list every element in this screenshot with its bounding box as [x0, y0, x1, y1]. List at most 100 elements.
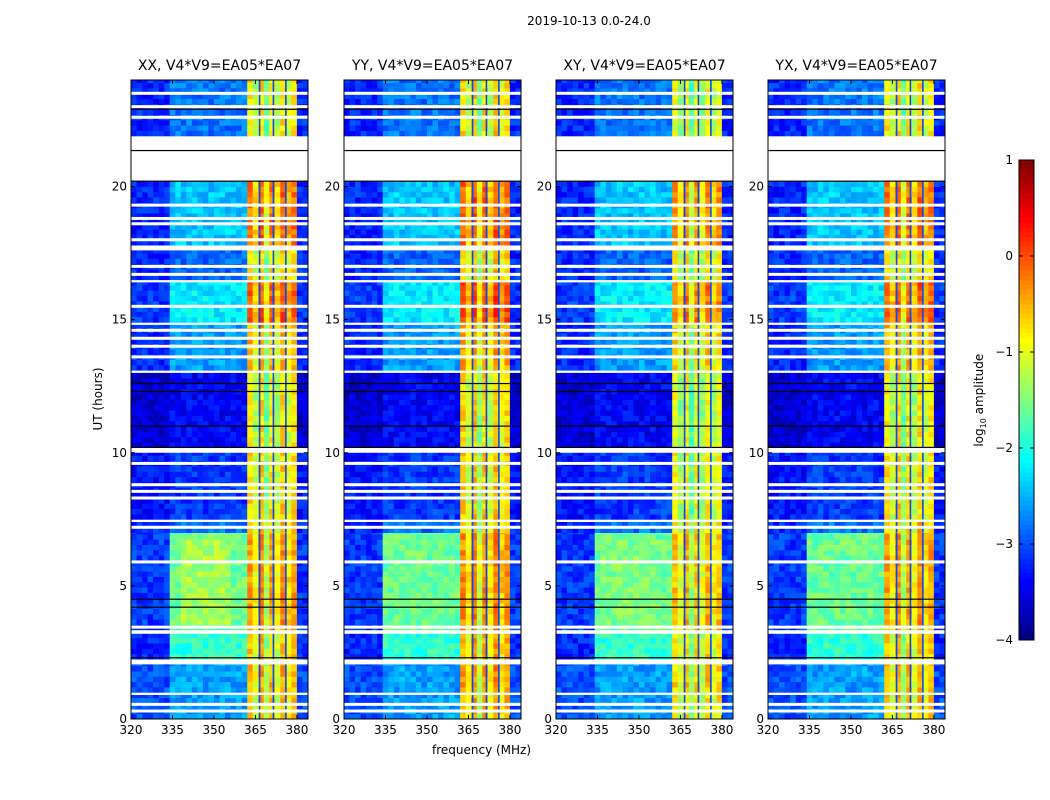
heatmap-cell [242, 349, 248, 355]
heatmap-cell [148, 614, 154, 620]
heatmap-cell [192, 83, 198, 89]
heatmap-cell [231, 514, 237, 520]
heatmap-cell [137, 99, 143, 105]
heatmap-cell [297, 676, 303, 682]
heatmap-cell [264, 676, 270, 682]
heatmap-cell [225, 545, 231, 551]
heatmap-cell [148, 365, 154, 371]
heatmap-cell [170, 466, 176, 472]
heatmap-cell [388, 550, 394, 556]
heatmap-cell [477, 609, 483, 615]
heatmap-cell [291, 666, 297, 672]
heatmap-cell [383, 566, 389, 572]
heatmap-cell [438, 582, 444, 588]
heatmap-cell [220, 555, 226, 561]
heatmap-cell [175, 455, 181, 461]
heatmap-cell [344, 593, 350, 599]
heatmap-cell [449, 593, 455, 599]
heatmap-cell [286, 698, 292, 704]
heatmap-cell [455, 619, 461, 625]
heatmap-cell [297, 582, 303, 588]
heatmap-cell [197, 566, 203, 572]
heatmap-cell [159, 609, 165, 615]
heatmap-cell [242, 671, 248, 677]
heatmap-cell [192, 648, 198, 654]
heatmap-cell [286, 192, 292, 198]
heatmap-cell [142, 349, 148, 355]
heatmap-cell [214, 312, 220, 318]
heatmap-cell [421, 603, 427, 609]
heatmap-cell [466, 503, 472, 509]
heatmap-cell [438, 614, 444, 620]
heatmap-cell [275, 349, 281, 355]
heatmap-cell [214, 432, 220, 438]
heatmap-cell [275, 373, 281, 379]
heatmap-cell [170, 477, 176, 483]
heatmap-cell [153, 666, 159, 672]
heatmap-cell [164, 648, 170, 654]
heatmap-cell [291, 682, 297, 688]
dark-channel [259, 695, 261, 719]
heatmap-cell [131, 571, 137, 577]
heatmap-cell [131, 643, 137, 649]
heatmap-cell [383, 671, 389, 677]
heatmap-cell [377, 587, 383, 593]
heatmap-cell [488, 509, 494, 515]
heatmap-cell [427, 609, 433, 615]
heatmap-cell [225, 698, 231, 704]
heatmap-cell [231, 405, 237, 411]
heatmap-cell [482, 648, 488, 654]
heatmap-cell [220, 285, 226, 291]
heatmap-cell [427, 676, 433, 682]
heatmap-cell [131, 394, 137, 400]
heatmap-cell [291, 671, 297, 677]
heatmap-cell [192, 534, 198, 540]
heatmap-cell [444, 609, 450, 615]
heatmap-cell [170, 671, 176, 677]
heatmap-cell [477, 577, 483, 583]
heatmap-cell [225, 253, 231, 259]
heatmap-cell [421, 643, 427, 649]
heatmap-cell [421, 638, 427, 644]
heatmap-cell [197, 317, 203, 323]
heatmap-cell [466, 666, 472, 672]
heatmap-cell [170, 676, 176, 682]
heatmap-cell [366, 571, 372, 577]
heatmap-cell [421, 609, 427, 615]
heatmap-cell [297, 325, 303, 328]
heatmap-cell [477, 687, 483, 693]
heatmap-cell [231, 192, 237, 198]
heatmap-cell [170, 453, 176, 456]
heatmap-cell [455, 577, 461, 583]
heatmap-cell [231, 566, 237, 572]
heatmap-cell [220, 566, 226, 572]
panel-xx: 320 335 350 365 38005101520 [112, 80, 309, 737]
heatmap-cell [427, 666, 433, 672]
heatmap-cell [394, 643, 400, 649]
heatmap-cell [203, 410, 209, 416]
heatmap-cell [344, 666, 350, 672]
heatmap-cell [504, 514, 510, 520]
heatmap-cell [275, 83, 281, 89]
heatmap-cell [438, 619, 444, 625]
heatmap-cell [159, 687, 165, 693]
heatmap-cell [137, 509, 143, 515]
heatmap-cell [181, 571, 187, 577]
heatmap-cell [264, 253, 270, 259]
heatmap-cell [197, 410, 203, 416]
heatmap-cell [253, 131, 259, 137]
heatmap-cell [449, 682, 455, 688]
heatmap-cell [214, 676, 220, 682]
dark-channel [498, 634, 500, 659]
heatmap-cell [170, 471, 176, 477]
heatmap-cell [264, 654, 270, 660]
heatmap-cell [253, 676, 259, 682]
heatmap-cell [269, 577, 275, 583]
heatmap-cell [236, 514, 242, 520]
heatmap-cell [159, 208, 165, 214]
heatmap-cell [137, 317, 143, 323]
heatmap-cell [137, 410, 143, 416]
heatmap-cell [499, 698, 505, 704]
heatmap-cell [203, 471, 209, 477]
heatmap-cell [449, 638, 455, 644]
